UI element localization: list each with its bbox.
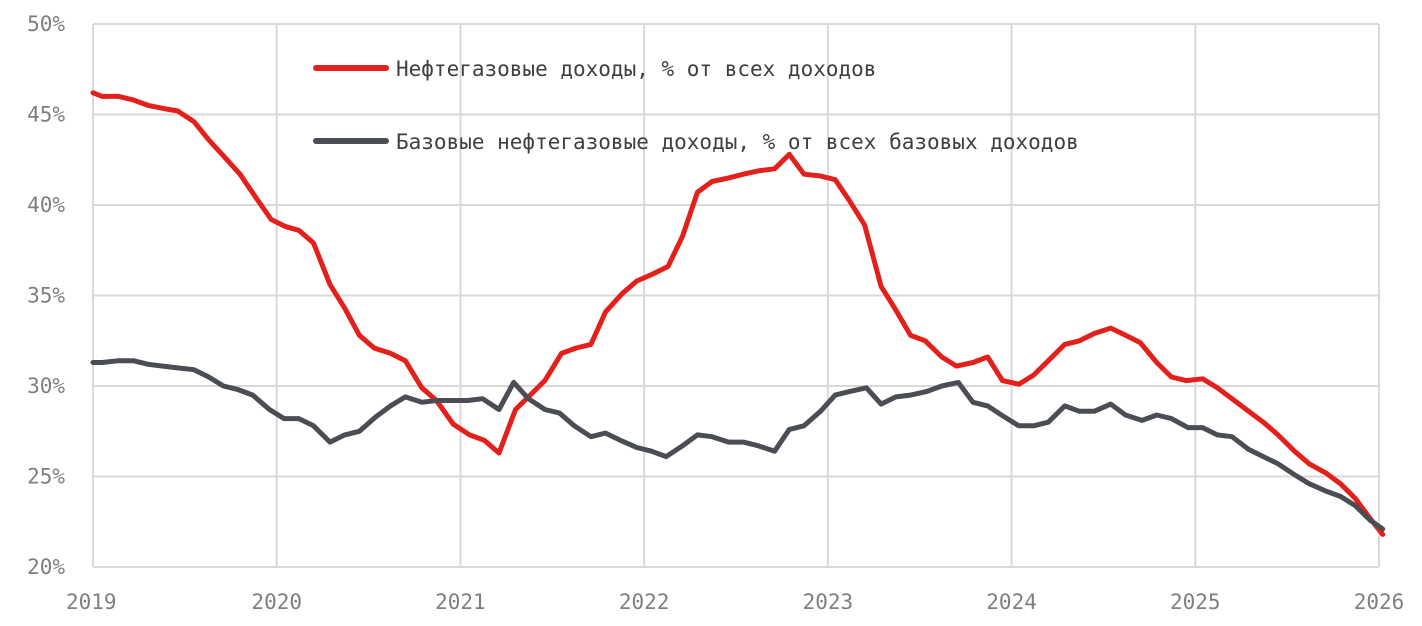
y-tick-label: 40% [27,193,65,217]
x-tick-label: 2019 [66,590,117,614]
legend-label-base-oil-gas-revenue: Базовые нефтегазовые доходы, % от всех б… [396,130,1079,154]
x-tick-label: 2026 [1354,590,1405,614]
y-tick-label: 30% [27,374,65,398]
y-tick-label: 35% [27,284,65,308]
x-tick-label: 2025 [1170,590,1221,614]
x-tick-label: 2021 [435,590,486,614]
x-tick-label: 2024 [986,590,1037,614]
x-axis-ticks: 2019 2020 2021 2022 2023 2024 2025 2026 [66,590,1404,614]
series-line-oil-gas-revenue [90,90,1386,537]
x-tick-label: 2022 [619,590,670,614]
y-axis-ticks: 20% 25% 30% 35% 40% 45% 50% [27,12,65,579]
y-tick-label: 20% [27,555,65,579]
grid [92,23,1380,568]
y-tick-label: 45% [27,103,65,127]
series-lines [90,90,1386,537]
x-tick-label: 2023 [803,590,854,614]
y-tick-label: 50% [27,12,65,36]
series-line-base-oil-gas-revenue [90,358,1386,532]
legend-label-oil-gas-revenue: Нефтегазовые доходы, % от всех доходов [396,57,876,81]
legend: Нефтегазовые доходы, % от всех доходов Б… [313,57,1079,154]
y-tick-label: 25% [27,465,65,489]
x-tick-label: 2020 [251,590,302,614]
